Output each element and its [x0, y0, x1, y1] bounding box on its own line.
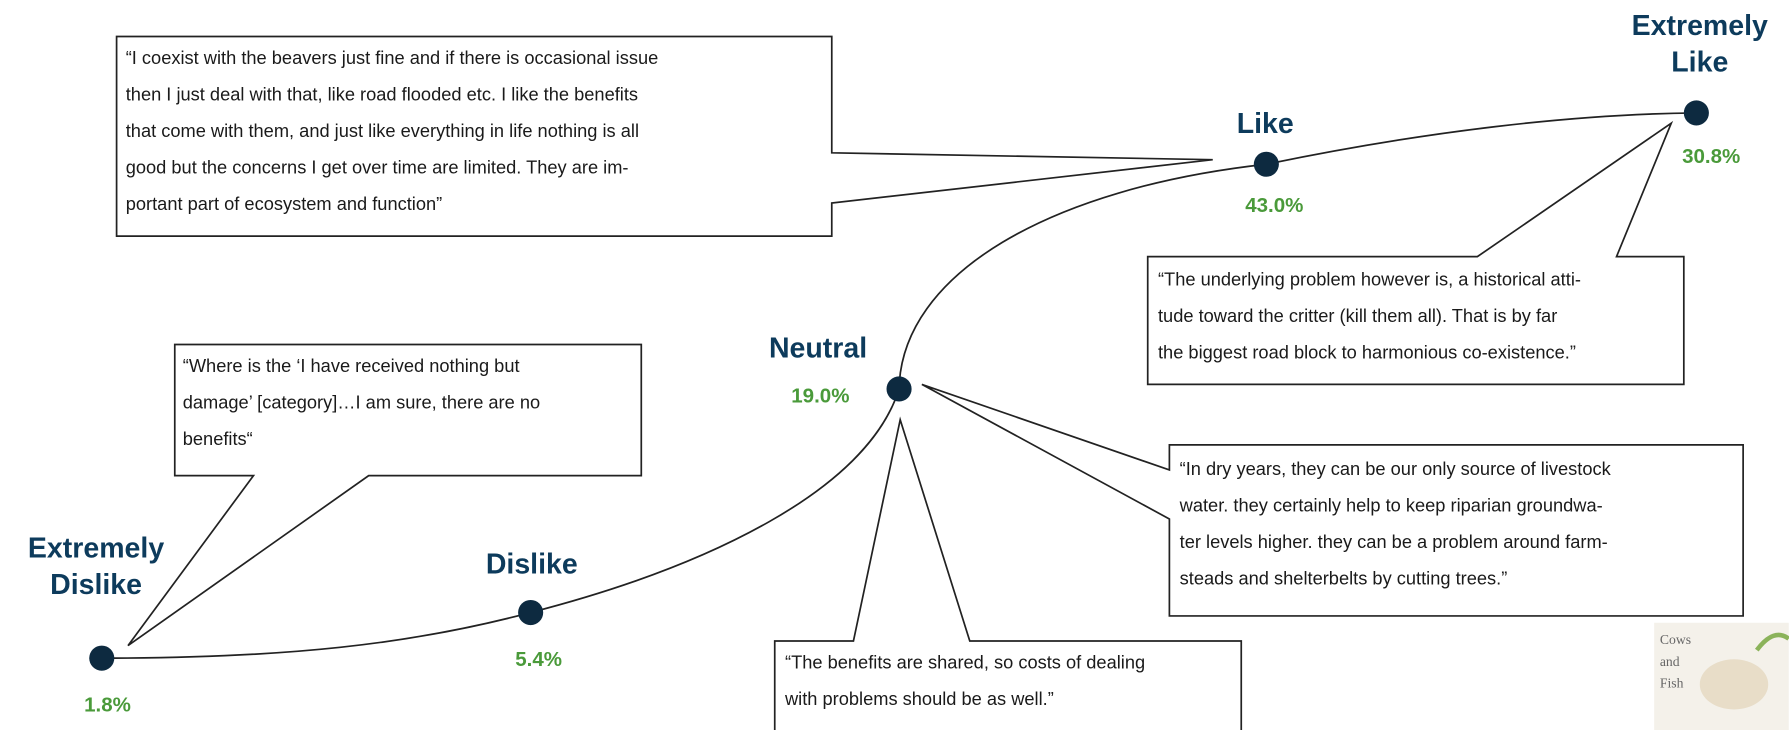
- logo-text: Cows: [1660, 632, 1691, 647]
- node-percent: 1.8%: [84, 693, 131, 716]
- node-label: Dislike: [486, 548, 578, 580]
- quote-line: steads and shelterbelts by cutting trees…: [1180, 567, 1508, 588]
- node: [89, 645, 115, 671]
- quote-line: damage’ [category]…I am sure, there are …: [183, 392, 540, 413]
- callout: [1146, 120, 1685, 386]
- node-percent: 5.4%: [515, 648, 562, 671]
- node: [518, 599, 544, 626]
- node-label: Like: [1671, 46, 1728, 78]
- node-label: Like: [1237, 108, 1294, 140]
- callout: [127, 343, 643, 647]
- logo-art: [1754, 632, 1789, 652]
- node: [1253, 151, 1279, 177]
- callout: [115, 35, 1213, 237]
- quote-line: “In dry years, they can be our only sour…: [1180, 458, 1612, 479]
- node-label: Dislike: [50, 569, 142, 601]
- node-label: Neutral: [769, 333, 867, 365]
- quote-line: ter levels higher. they can be a problem…: [1180, 531, 1608, 552]
- quote-line: good but the concerns I get over time ar…: [126, 157, 629, 178]
- node: [1683, 100, 1709, 126]
- callout: [773, 416, 1243, 730]
- quote-line: that come with them, and just like every…: [126, 120, 639, 141]
- node-percent: 19.0%: [791, 384, 849, 407]
- quote-line: “The benefits are shared, so costs of de…: [785, 652, 1145, 673]
- node-label: Extremely: [28, 532, 164, 564]
- quote-line: with problems should be as well.”: [784, 688, 1054, 709]
- node: [886, 376, 912, 402]
- node-label: Extremely: [1632, 10, 1768, 42]
- quote-line: water. they certainly help to keep ripar…: [1179, 494, 1603, 515]
- quote-line: tude toward the critter (kill them all).…: [1158, 305, 1557, 326]
- quote-line: “Where is the ‘I have received nothing b…: [183, 355, 520, 376]
- quote-line: benefits“: [183, 428, 253, 449]
- node-percent: 43.0%: [1245, 194, 1303, 217]
- quote-line: “I coexist with the beavers just fine an…: [126, 47, 659, 68]
- logo-text: Fish: [1660, 676, 1684, 691]
- callout: [921, 383, 1744, 617]
- logo-art: [1699, 659, 1769, 710]
- quote-line: portant part of ecosystem and function”: [126, 193, 443, 214]
- logo-text: and: [1660, 654, 1680, 669]
- quote-line: “The underlying problem however is, a hi…: [1158, 268, 1581, 289]
- node-percent: 30.8%: [1682, 145, 1740, 168]
- quote-line: the biggest road block to harmonious co-…: [1158, 341, 1576, 362]
- quote-line: then I just deal with that, like road fl…: [126, 84, 638, 105]
